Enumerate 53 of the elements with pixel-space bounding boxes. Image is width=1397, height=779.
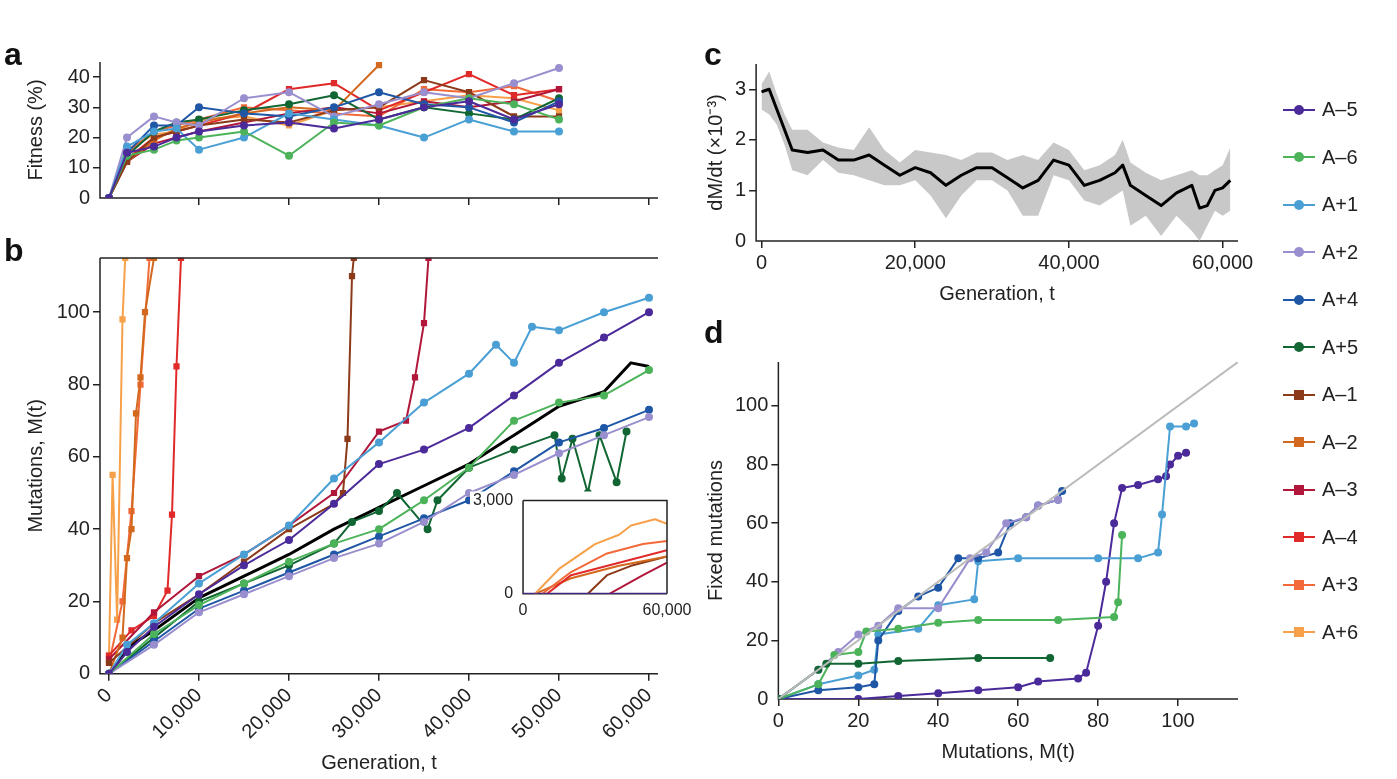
y-axis-title: Fitness (%) (23, 79, 46, 181)
y-tick-label: 100 (56, 299, 90, 322)
y-axis-title: Mutations, M(t) (23, 399, 46, 533)
chart-title: d (704, 313, 724, 350)
y-axis-title: Fixed mutations (703, 459, 726, 602)
y-tick-label: 3 (735, 76, 747, 99)
x-axis-title: Generation, t (321, 750, 438, 773)
y-axis-title: dM/dt (×10⁻³) (703, 94, 726, 211)
legend-label: A+6 (1322, 620, 1359, 644)
legend-label: A+4 (1322, 288, 1359, 312)
y-tick-label: 3,000 (472, 491, 514, 509)
legend-label: A–2 (1322, 430, 1358, 454)
legend-label: A–6 (1322, 145, 1358, 169)
legend-label: A–3 (1322, 478, 1358, 502)
x-tick-label: 20,000 (884, 250, 946, 273)
y-tick-label: 30 (67, 94, 90, 117)
legend-label: A+2 (1322, 240, 1359, 264)
y-tick-label: 80 (67, 372, 90, 395)
x-tick-label: 0 (772, 708, 784, 731)
y-tick-label: 20 (746, 627, 769, 650)
y-tick-label: 0 (78, 185, 90, 208)
y-tick-label: 80 (746, 452, 769, 475)
x-tick-label: 40 (927, 708, 950, 731)
legend-label: A+5 (1322, 335, 1359, 359)
legend-label: A+1 (1322, 193, 1359, 217)
x-tick-label: 40,000 (1038, 250, 1100, 273)
y-tick-label: 1 (735, 177, 747, 200)
y-tick-label: 40 (67, 516, 90, 539)
x-tick-label: 20 (847, 708, 870, 731)
legend-label: A–1 (1322, 383, 1358, 407)
y-tick-label: 20 (67, 125, 90, 148)
y-tick-label: 10 (67, 155, 90, 178)
x-tick-label: 100 (1161, 708, 1195, 731)
y-tick-label: 100 (734, 393, 769, 416)
legend-label: A+3 (1322, 573, 1359, 597)
y-tick-label: 0 (78, 661, 90, 684)
chart-title: c (704, 35, 722, 72)
legend-label: A–5 (1322, 98, 1358, 122)
y-tick-label: 60 (67, 444, 90, 467)
chart-title: a (4, 35, 22, 72)
x-axis-title: Generation, t (939, 281, 1056, 304)
y-tick-label: 60 (746, 510, 769, 533)
x-tick-label: 80 (1086, 708, 1110, 731)
y-tick-label: 40 (67, 64, 90, 87)
x-tick-label: 60 (1007, 708, 1030, 731)
chart-title: b (4, 231, 24, 268)
legend-label: A–4 (1322, 525, 1358, 549)
x-tick-label: 60,000 (642, 600, 692, 618)
x-axis-title: Mutations, M(t) (941, 739, 1075, 762)
y-tick-label: 0 (735, 228, 747, 251)
x-tick-label: 60,000 (1192, 250, 1254, 273)
y-tick-label: 40 (746, 569, 769, 592)
y-tick-label: 2 (735, 127, 747, 150)
